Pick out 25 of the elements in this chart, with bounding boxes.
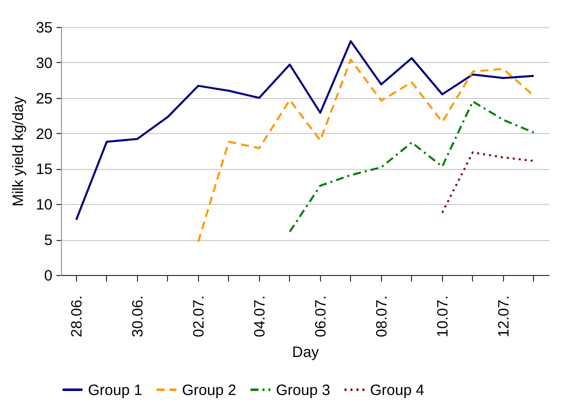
x-tick-label: 10.07. [434,296,452,338]
y-tick-label: 15 [36,161,52,178]
y-tick-label: 5 [44,232,52,250]
y-tick-label: 0 [44,268,52,284]
y-tick-label: 10 [36,196,52,214]
legend-label: Group 4 [370,382,424,399]
x-tick-label: 28.06. [68,296,86,338]
x-tick-label: 02.07. [190,296,208,338]
line-series [75,40,535,221]
x-tick-label: 08.07. [373,296,390,338]
x-tick-label: 12.07. [495,296,512,338]
x-axis-title: Day [292,344,320,362]
legend-label: Group 2 [182,382,236,399]
legend-label: Group 3 [276,382,330,399]
y-tick-label: 25 [36,90,52,108]
y-axis-title: Milk yield kg/day [10,96,27,207]
legend-label: Group 1 [88,382,142,399]
y-tick-label: 20 [36,126,52,143]
line-series [288,100,535,233]
line-series [441,151,535,214]
x-tick-label: 04.07. [251,296,268,338]
y-tick-label: 30 [36,54,52,72]
x-tick-label: 06.07. [312,296,330,338]
y-tick-label: 35 [36,20,52,36]
x-tick-label: 30.06. [129,296,146,338]
